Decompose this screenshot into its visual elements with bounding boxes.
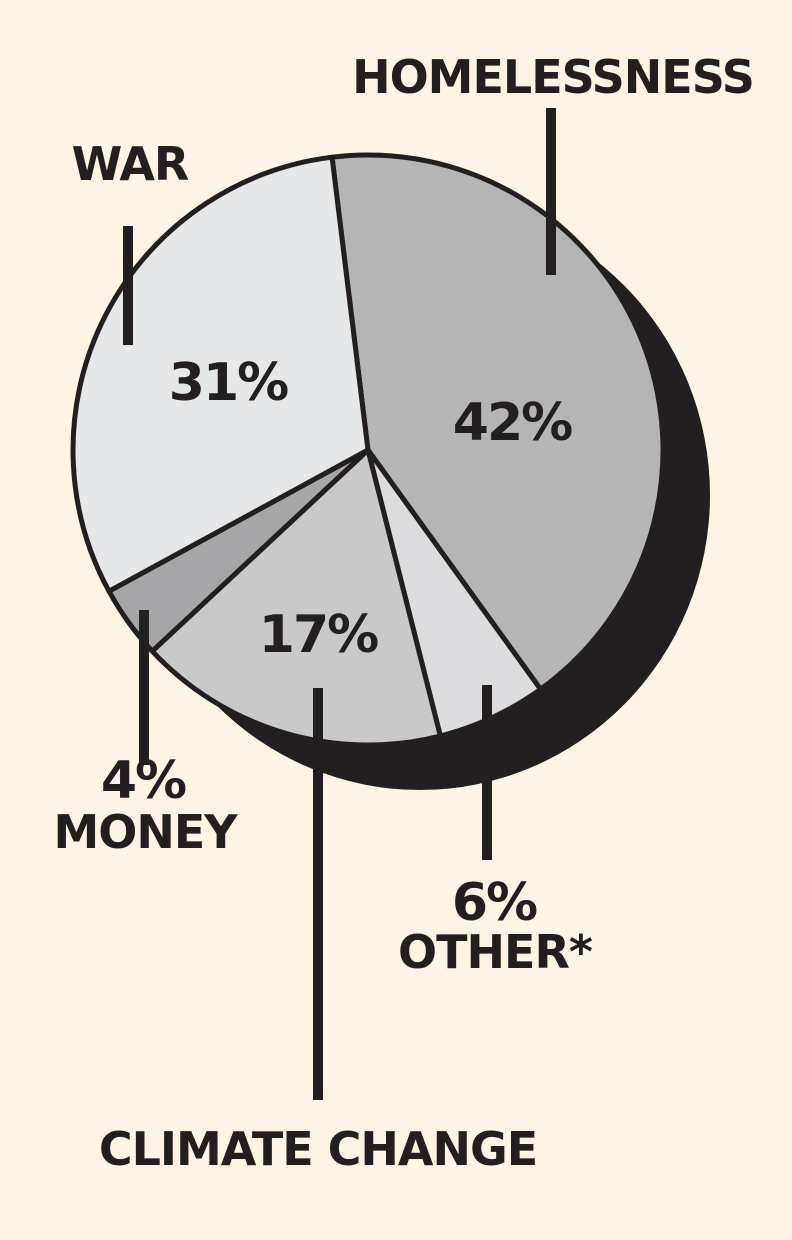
slice-label-other: OTHER* <box>398 925 593 979</box>
slice-label-homelessness: HOMELESSNESS <box>352 50 754 104</box>
pie-slice-homelessness <box>329 152 666 692</box>
slice-label-war: WAR <box>72 137 189 191</box>
slice-pct-climate-change: 17% <box>259 605 378 665</box>
slice-label-climate-change: CLIMATE CHANGE <box>99 1122 537 1176</box>
slice-pct-money: 4% <box>101 751 186 811</box>
pie-slice-climate-change <box>149 447 443 748</box>
slice-pct-war: 31% <box>169 353 288 413</box>
slice-label-money: MONEY <box>53 805 238 859</box>
slice-pct-homelessness: 42% <box>453 393 572 453</box>
pie-slice-war <box>70 154 371 594</box>
leader-lines <box>123 108 556 1100</box>
slice-pct-other: 6% <box>452 873 537 933</box>
pie-slices <box>70 152 666 748</box>
